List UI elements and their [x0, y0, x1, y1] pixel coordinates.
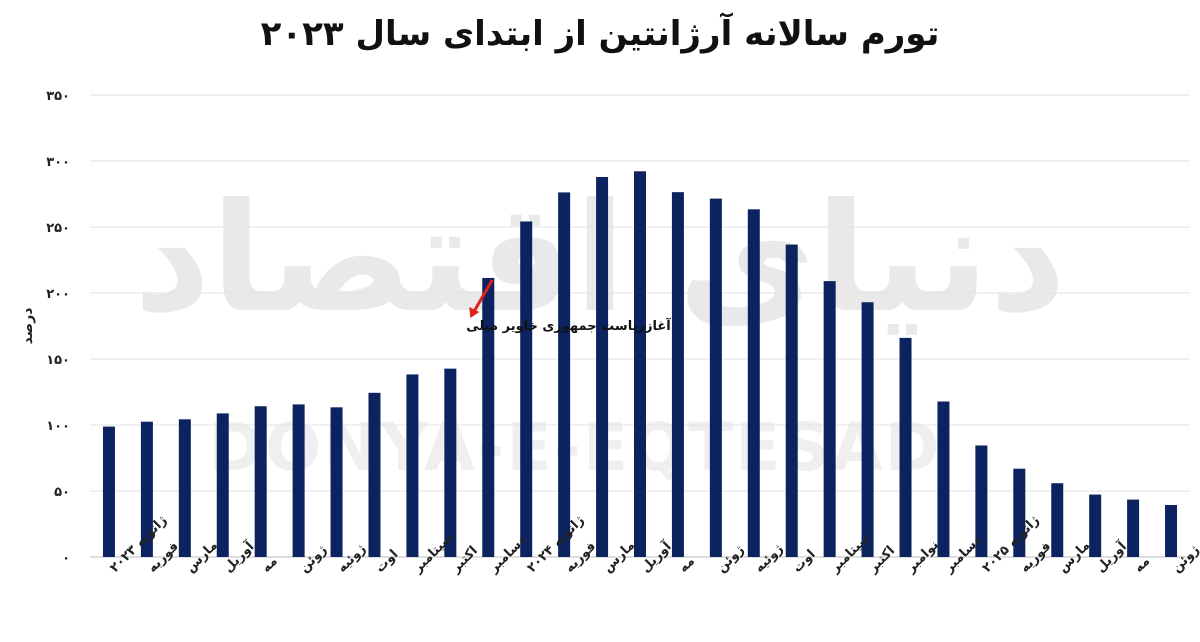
bar	[709, 198, 722, 557]
bar	[216, 413, 229, 557]
y-tick-label: ۲۰۰	[46, 287, 70, 302]
bar	[140, 421, 153, 557]
bar	[1127, 499, 1140, 557]
bar	[292, 404, 305, 557]
bar	[482, 277, 495, 557]
y-tick-label: ۱۵۰	[46, 353, 70, 368]
y-axis-ticks: ۰ ۵۰ ۱۰۰ ۱۵۰ ۲۰۰ ۲۵۰ ۳۰۰ ۳۵۰	[46, 89, 70, 566]
bar	[975, 445, 988, 557]
y-tick-label: ۲۵۰	[46, 221, 70, 236]
bar	[634, 171, 646, 557]
y-tick-label: ۳۵۰	[46, 89, 70, 104]
bar	[785, 244, 798, 557]
y-tick-label: ۱۰۰	[46, 419, 70, 434]
bar	[102, 426, 115, 557]
annotation-arrow	[472, 279, 494, 312]
bar	[406, 374, 419, 557]
bar	[330, 407, 343, 557]
watermark-en-text: DONYA-E-EQTESAD	[208, 409, 941, 486]
annotation: آغازریاست جمهوری خاویر میلی	[466, 279, 671, 334]
bar	[178, 419, 191, 557]
bar	[671, 192, 684, 558]
bar	[747, 209, 760, 557]
y-tick-label: ۳۰۰	[46, 155, 70, 170]
bar	[1051, 483, 1064, 557]
bars	[102, 171, 1178, 558]
bar	[899, 337, 912, 557]
y-tick-label: ۵۰	[54, 485, 70, 500]
bar	[861, 302, 874, 557]
y-axis-label: درصد	[20, 308, 36, 345]
bar	[596, 176, 609, 558]
bar	[1013, 468, 1026, 557]
bar	[1165, 504, 1178, 557]
bar	[254, 406, 267, 557]
bar	[1089, 494, 1102, 557]
bar	[368, 392, 381, 557]
chart-title: تورم سالانه آرژانتین از ابتدای سال ۲۰۲۳	[260, 14, 940, 54]
annotation-arrowhead	[469, 306, 480, 318]
bar	[823, 281, 836, 557]
bar	[520, 221, 533, 557]
y-tick-label: ۰	[62, 551, 70, 566]
annotation-text: آغازریاست جمهوری خاویر میلی	[466, 317, 671, 334]
bar	[444, 368, 457, 557]
bar	[558, 192, 571, 557]
bar	[937, 401, 950, 557]
